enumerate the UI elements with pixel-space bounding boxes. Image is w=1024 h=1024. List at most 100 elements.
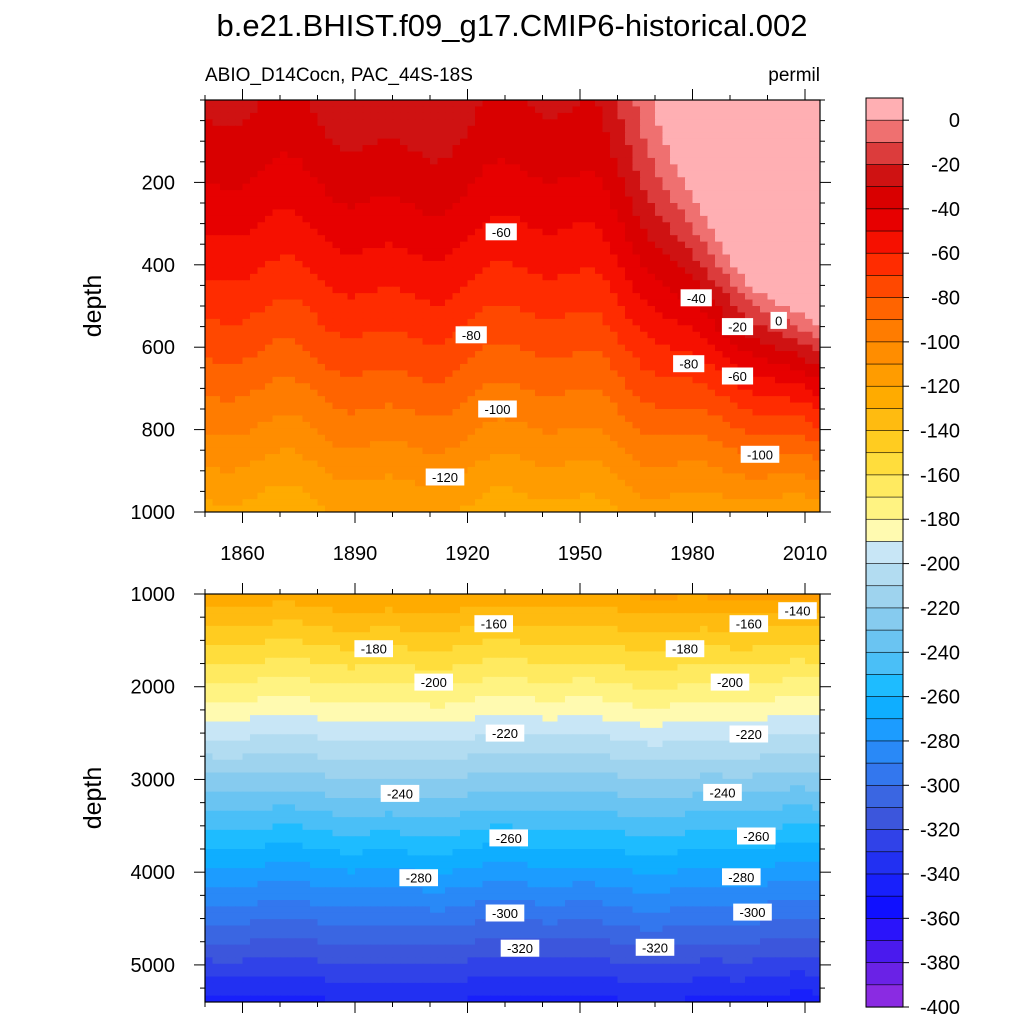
colorbar-label: -60 [931, 243, 960, 265]
figure-title: b.e21.BHIST.f09_g17.CMIP6-historical.002 [216, 8, 807, 43]
subtitle-units: permil [768, 65, 820, 86]
lower-contour-label: -300 [733, 903, 772, 921]
lower-contour-label: -180 [665, 640, 705, 658]
lower-contour-label: -220 [729, 725, 769, 743]
colorbar-swatch [865, 208, 904, 232]
colorbar-swatch [865, 895, 904, 919]
colorbar-swatch [865, 585, 904, 609]
colorbar-swatch [865, 164, 904, 188]
lower-contour-fill [205, 594, 820, 1002]
colorbar-swatch [865, 518, 904, 543]
lower-contour-label: -140 [778, 602, 817, 620]
colorbar-swatch [865, 807, 904, 831]
y-tick-label: 1000 [131, 584, 176, 606]
y-tick-label: 200 [142, 172, 175, 194]
colorbar-swatch [865, 651, 904, 676]
x-tick-label: 1950 [558, 543, 603, 565]
lower-contour-label: -240 [703, 783, 742, 801]
lower-contour-label: -160 [729, 615, 769, 633]
x-tick-label: 1890 [333, 543, 378, 565]
colorbar-label: -300 [920, 775, 960, 797]
y-tick-label: 400 [142, 255, 175, 277]
upper-contour-label: -100 [478, 400, 517, 418]
colorbar-swatch [865, 740, 904, 764]
colorbar-swatch [865, 341, 904, 365]
colorbar-swatch [865, 363, 904, 387]
colorbar-label: -360 [920, 908, 960, 930]
upper-contour-label: -20 [721, 318, 754, 336]
colorbar-swatch [865, 474, 904, 498]
x-tick-label: 1920 [445, 543, 490, 565]
colorbar-swatch [865, 541, 904, 565]
y-tick-label: 600 [142, 337, 175, 359]
upper-contour-label: -80 [455, 326, 487, 344]
y-tick-label: 800 [142, 420, 175, 442]
colorbar-swatch [865, 607, 904, 631]
upper-contour-label: -80 [673, 355, 705, 373]
lower-contour-label: -280 [399, 869, 438, 887]
lower-plot-frame [204, 593, 821, 1003]
upper-contour-label: -120 [425, 468, 465, 486]
x-tick-label: 2010 [783, 543, 828, 565]
subtitle-variable-region: ABIO_D14Cocn, PAC_44S-18S [205, 65, 473, 86]
colorbar-swatch [865, 319, 904, 343]
colorbar-label: 0 [949, 110, 960, 132]
y-tick-label: 2000 [131, 677, 176, 699]
colorbar-swatch [865, 408, 904, 432]
colorbar-swatch [865, 918, 904, 942]
colorbar-swatch [865, 496, 904, 520]
colorbar-swatch [865, 230, 904, 254]
colorbar-swatch [865, 186, 904, 210]
lower-y-axis-label: depth [79, 767, 107, 830]
colorbar-label: -120 [920, 376, 960, 398]
colorbar-swatch [865, 252, 904, 276]
colorbar-label: -40 [931, 199, 960, 221]
lower-contour-label: -240 [380, 784, 420, 802]
colorbar-frame [865, 97, 904, 1008]
colorbar-label: -100 [920, 332, 960, 354]
y-tick-label: 1000 [131, 502, 176, 524]
y-tick-label: 5000 [131, 955, 176, 977]
colorbar-label: -160 [920, 465, 960, 487]
colorbar-swatch [865, 142, 904, 166]
colorbar-label: -280 [920, 731, 960, 753]
lower-contour-label: -260 [737, 827, 776, 845]
colorbar-label: -320 [920, 820, 960, 842]
y-tick-label: 3000 [131, 769, 176, 791]
colorbar-label: -340 [920, 864, 960, 886]
colorbar-swatch [865, 696, 904, 720]
colorbar-label: -200 [920, 554, 960, 576]
colorbar-swatch [865, 452, 904, 476]
colorbar-label: -80 [931, 288, 960, 310]
upper-contour-label: -60 [485, 223, 517, 241]
colorbar-swatch [865, 674, 904, 698]
colorbar-swatch [865, 119, 904, 143]
upper-y-axis-label: depth [79, 275, 107, 338]
colorbar-swatch [865, 762, 904, 786]
x-tick-label: 1860 [220, 543, 265, 565]
colorbar-swatch [865, 563, 904, 587]
lower-contour-label: -320 [635, 938, 675, 956]
colorbar-swatch [865, 784, 904, 809]
lower-contour-label: -200 [414, 673, 453, 691]
colorbar-swatch [865, 851, 904, 875]
colorbar-label: -260 [920, 687, 960, 709]
lower-contour-label: -160 [474, 615, 513, 633]
lower-contour-label: -280 [722, 868, 761, 886]
colorbar-swatch [865, 984, 904, 1008]
colorbar-swatch [865, 718, 904, 742]
lower-contour-label: -180 [354, 640, 393, 658]
colorbar-label: -240 [920, 642, 960, 664]
colorbar-swatch [865, 962, 904, 986]
y-tick-label: 4000 [131, 862, 176, 884]
lower-contour-label: -300 [485, 904, 525, 922]
lower-contour-label: -220 [485, 724, 525, 742]
upper-contour-label: -100 [740, 445, 780, 463]
lower-panel: -140 -160 -160 -180 -180 -200 -200 -220 -220 -240… [79, 583, 831, 1013]
upper-panel: -60 -80 -100 -120 -40 -20 0 -80 -60 -100 200 400 600… [79, 89, 831, 565]
colorbar-swatch [865, 297, 904, 321]
lower-contour-label: -260 [489, 829, 528, 847]
colorbar-swatch [865, 629, 904, 653]
lower-contour-label: -200 [710, 673, 750, 691]
